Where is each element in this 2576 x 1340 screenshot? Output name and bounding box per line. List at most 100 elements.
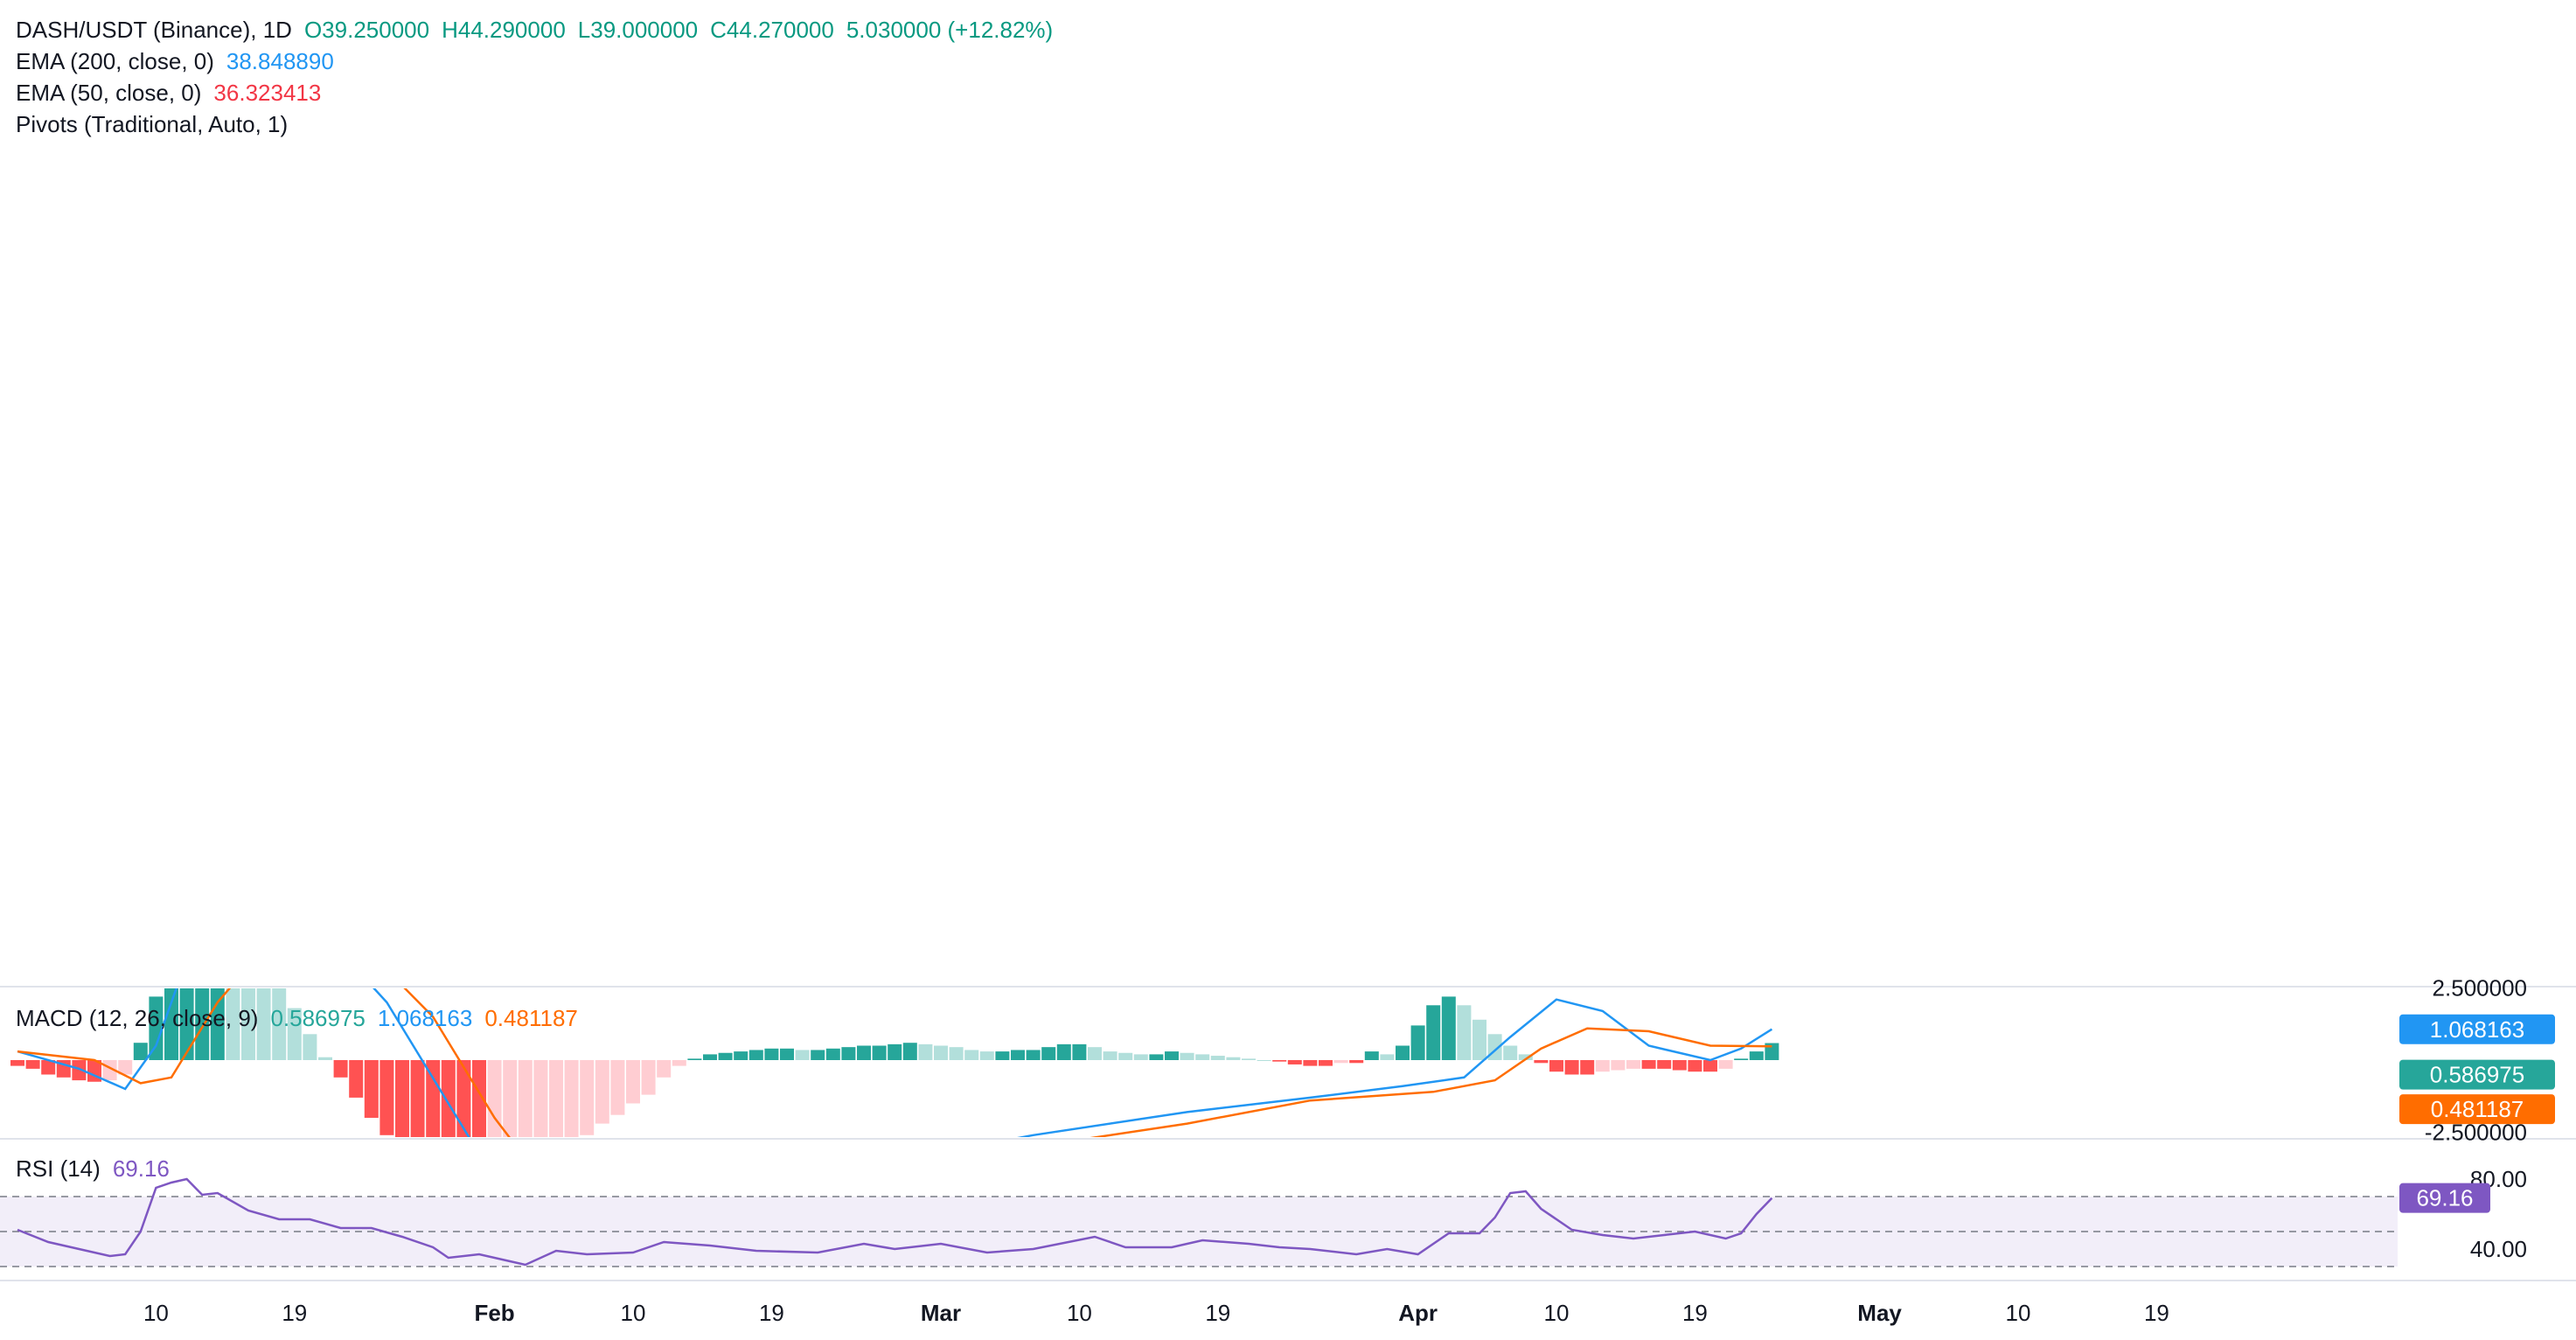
- macd-hist-bar: [979, 1051, 994, 1060]
- macd-hist-bar: [1410, 1025, 1425, 1060]
- ema200-label[interactable]: EMA (200, close, 0): [16, 48, 214, 74]
- macd-hist-bar: [1319, 1060, 1333, 1066]
- macd-hist-bar: [687, 1058, 702, 1060]
- time-axis-tick: May: [1857, 1300, 1902, 1326]
- macd-hist-bar: [672, 1060, 686, 1066]
- macd-hist-bar: [1226, 1057, 1241, 1060]
- time-axis-tick: 10: [1544, 1300, 1570, 1326]
- ohlc-close: C44.270000: [710, 17, 834, 43]
- macd-hist-bar: [1272, 1060, 1287, 1062]
- macd-line: [17, 988, 1773, 1137]
- macd-hist-bar: [149, 996, 164, 1060]
- macd-pane: 2.500000-2.5000001.0681630.5869750.48118…: [10, 975, 2555, 1146]
- macd-hist-bar: [349, 1060, 364, 1098]
- legend-row-symbol: DASH/USDT (Binance), 1D O39.250000 H44.290…: [16, 14, 1065, 45]
- macd-hist-bar: [872, 1045, 887, 1060]
- macd-hist-bar: [1518, 1054, 1533, 1060]
- macd-hist-bar: [934, 1045, 948, 1060]
- symbol-label[interactable]: DASH/USDT (Binance), 1D: [16, 17, 292, 43]
- macd-hist-bar: [1641, 1060, 1656, 1069]
- macd-hist-bar: [518, 1060, 533, 1137]
- rsi-value-badge: 69.16: [2416, 1185, 2473, 1211]
- macd-hist-bar: [1426, 1005, 1441, 1060]
- macd-hist-badge: 0.586975: [2430, 1062, 2524, 1088]
- macd-hist-bar: [780, 1048, 794, 1060]
- time-axis-tick: 19: [1205, 1300, 1230, 1326]
- macd-hist-bar: [364, 1060, 379, 1118]
- macd-hist-bar: [1072, 1043, 1087, 1060]
- ohlc-open: O39.250000: [303, 17, 430, 43]
- macd-hist-bar: [825, 1048, 840, 1060]
- macd-hist-bar: [949, 1047, 964, 1060]
- macd-signal-line: [17, 988, 1772, 1137]
- macd-hist-bar: [1349, 1060, 1364, 1064]
- macd-hist-bar: [964, 1050, 979, 1060]
- macd-hist-bar: [441, 1060, 456, 1137]
- macd-hist-bar: [1133, 1054, 1148, 1060]
- macd-hist-bar: [564, 1060, 579, 1137]
- macd-hist-bar: [1749, 1051, 1764, 1060]
- ema50-value: 36.323413: [213, 80, 322, 106]
- time-axis-tick: 19: [2144, 1300, 2169, 1326]
- macd-axis-tick: 2.500000: [2433, 975, 2527, 1002]
- macd-hist-bar: [133, 1043, 148, 1060]
- macd-hist-bar: [657, 1060, 672, 1078]
- time-axis-tick: 19: [282, 1300, 307, 1326]
- rsi-line: [17, 1177, 1773, 1267]
- macd-hist-bar: [1657, 1060, 1672, 1069]
- rsi-label[interactable]: RSI (14): [16, 1155, 101, 1182]
- macd-hist-bar: [503, 1060, 518, 1137]
- macd-signal-badge-bg: [2399, 1094, 2555, 1125]
- time-axis-tick: 10: [143, 1300, 169, 1326]
- macd-hist-bar: [1103, 1051, 1117, 1060]
- macd-hist-bar: [1333, 1060, 1348, 1064]
- macd-hist-bar: [1380, 1054, 1395, 1060]
- macd-hist-bar: [287, 1008, 302, 1060]
- macd-hist-bar: [902, 1043, 917, 1060]
- macd-hist-bar: [195, 988, 210, 1060]
- macd-hist-bar: [1287, 1060, 1302, 1064]
- macd-line-badge: 1.068163: [2430, 1016, 2524, 1043]
- macd-hist-bar: [734, 1051, 748, 1060]
- macd-hist-bar: [857, 1045, 871, 1060]
- macd-hist-bar: [487, 1060, 502, 1137]
- macd-hist-bar: [1364, 1051, 1379, 1060]
- macd-hist-bar: [1611, 1060, 1626, 1071]
- macd-hist-badge-bg: [2399, 1059, 2555, 1090]
- macd-hist-bar: [303, 1034, 317, 1060]
- macd-hist-bar: [533, 1060, 548, 1137]
- macd-label[interactable]: MACD (12, 26, close, 9): [16, 1005, 259, 1031]
- time-axis-tick: Mar: [921, 1300, 961, 1326]
- macd-hist-bar: [179, 988, 194, 1060]
- time-axis-tick: 10: [2006, 1300, 2031, 1326]
- macd-hist-bar: [241, 988, 255, 1060]
- pivots-label[interactable]: Pivots (Traditional, Auto, 1): [16, 111, 289, 137]
- macd-hist-bar: [164, 988, 178, 1060]
- macd-hist-bar: [1626, 1060, 1640, 1069]
- macd-hist-bar: [888, 1043, 902, 1060]
- macd-hist-bar: [1396, 1045, 1410, 1060]
- macd-hist-bar: [1180, 1052, 1194, 1060]
- macd-hist-bar: [1503, 1045, 1518, 1060]
- macd-hist-bar: [811, 1050, 825, 1060]
- macd-hist-value: 0.586975: [270, 1005, 366, 1031]
- macd-hist-bar: [748, 1050, 763, 1060]
- ohlc-high: H44.290000: [442, 17, 566, 43]
- macd-hist-bar: [1549, 1060, 1563, 1072]
- macd-hist-bar: [41, 1060, 56, 1075]
- time-axis-tick: 19: [759, 1300, 784, 1326]
- macd-signal-value: 0.481187: [484, 1005, 578, 1031]
- macd-hist-bar: [1580, 1060, 1595, 1075]
- macd-legend: MACD (12, 26, close, 9) 0.586975 1.068163 0…: [16, 1002, 590, 1034]
- ohlc-change: 5.030000 (+12.82%): [846, 17, 1054, 43]
- macd-hist-bar: [580, 1060, 595, 1135]
- ema50-label[interactable]: EMA (50, close, 0): [16, 80, 202, 106]
- macd-hist-bar: [1118, 1052, 1133, 1060]
- macd-hist-bar: [626, 1060, 640, 1104]
- rsi-value: 69.16: [112, 1155, 170, 1182]
- ohlc-low: L39.000000: [577, 17, 699, 43]
- rsi-axis-tick: 40.00: [2470, 1236, 2527, 1262]
- time-axis-tick: 10: [1067, 1300, 1092, 1326]
